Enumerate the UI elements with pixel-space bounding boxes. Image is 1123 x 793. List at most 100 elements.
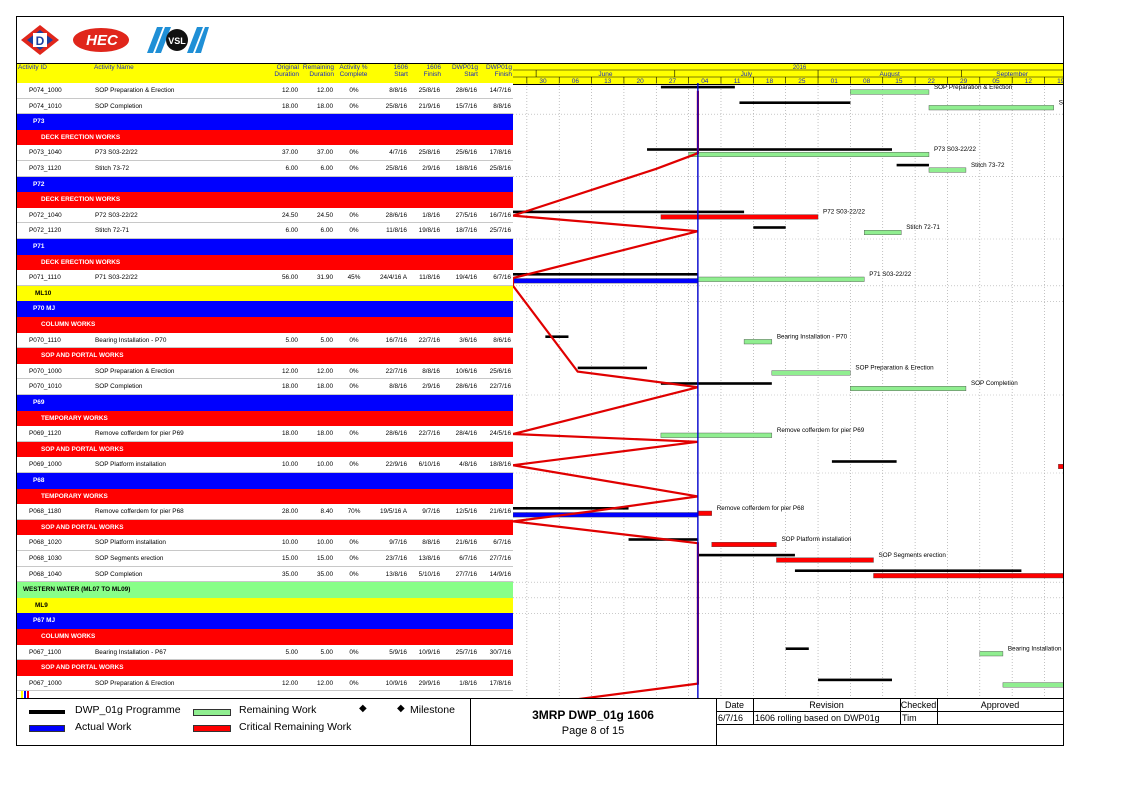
cell-1606-finish: 8/8/16 (422, 539, 440, 547)
section-header-row: DECK ERECTION WORKS (17, 192, 513, 208)
cell-dwp-finish: 14/7/16 (489, 87, 511, 94)
bar-critical (711, 542, 777, 548)
cell-activity-complete: 0% (349, 227, 359, 235)
cell-activity-name: Stitch 72-71 (95, 227, 130, 235)
timeline-week-label: 29 (960, 78, 968, 84)
cell-1606-finish: 25/8/16 (418, 87, 440, 94)
cell-dwp-start: 18/7/16 (455, 227, 477, 235)
cell-dwp-finish: 30/7/16 (489, 648, 511, 656)
col-header-activity-id: Activity ID (18, 64, 47, 71)
table-row: P070_1000 SOP Preparation & Erection 12.00… (17, 363, 513, 380)
section-header-row: P69 (17, 395, 513, 411)
section-header-label: P69 (33, 399, 45, 406)
cell-1606-finish: 11/8/16 (419, 274, 440, 282)
cell-dwp-finish: 14/9/16 (489, 570, 511, 578)
bar-label: P71 S03-22/22 (869, 271, 912, 278)
table-row: P068_1180 Remove cofferdem for pier P68 28… (17, 504, 513, 520)
cell-activity-complete: 0% (349, 165, 359, 172)
timeline-week-label: 05 (992, 78, 1000, 84)
cell-dwp-finish: 6/7/16 (493, 274, 511, 282)
bar-remaining (979, 651, 1004, 657)
bar-baseline (660, 382, 772, 385)
timeline-month-label: August (880, 71, 900, 78)
timeline-month-label: September (996, 71, 1029, 78)
cell-activity-id: P074_1000 (29, 87, 62, 94)
section-header-label: P70 MJ (33, 305, 56, 313)
bar-label: Stitch 73-72 (971, 162, 1005, 169)
cell-1606-finish: 10/9/16 (418, 648, 440, 656)
cell-dwp-start: 28/6/16 (455, 87, 477, 94)
revision-table-line (716, 724, 1063, 725)
legend-critical-label: Critical Remaining Work (239, 721, 352, 733)
hec-logo-icon: HEC (73, 28, 129, 52)
section-header-row: SOP AND PORTAL WORKS (17, 441, 513, 458)
section-header-label: SOP AND PORTAL WORKS (41, 523, 124, 531)
cell-activity-id: P069_1120 (29, 430, 62, 438)
table-row: P071_1110 P71 S03-22/22 56.00 31.90 45% 24/4/… (17, 270, 513, 286)
cell-dwp-finish: 8/8/16 (493, 102, 511, 110)
gantt-chart: SOP Preparation & Erection SOP P73 S03-22/… (513, 83, 1063, 698)
timeline-week-label: 13 (604, 78, 612, 84)
bar-remaining (771, 370, 851, 376)
section-header-row: COLUMN WORKS (17, 317, 513, 333)
revision-header-checked: Checked (900, 700, 937, 710)
cell-remaining-duration: 6.00 (320, 165, 333, 172)
cell-dwp-finish: 6/7/16 (493, 539, 511, 547)
section-header-label: ML9 (35, 601, 48, 609)
vsl-logo-text: VSL (168, 36, 186, 46)
table-row: P070_1110 Bearing Installation - P70 5.00 5… (17, 332, 513, 349)
cell-activity-name: SOP Completion (95, 102, 143, 110)
table-row: P069_1000 SOP Platform installation 10.00 1… (17, 457, 513, 473)
milestone-icon: ◆ (397, 703, 405, 714)
cell-1606-start: 8/8/16 (389, 87, 407, 94)
cell-dwp-start: 19/4/16 (455, 274, 477, 282)
timeline-axis: 2016 June July August September 30 06 13 20 27 04 1… (513, 65, 1063, 84)
bar-remaining (850, 386, 967, 392)
revision-text: 1606 rolling based on DWP01g (755, 713, 880, 723)
cell-dwp-finish: 22/7/16 (489, 383, 511, 391)
cell-activity-id: P068_1040 (29, 570, 62, 578)
col-header-dwp-finish: DWP01g Finish (485, 64, 512, 78)
col-header-activity-complete: Activity % Complete (339, 64, 368, 78)
table-header: Activity ID Activity Name Original Durati… (17, 63, 513, 85)
cell-activity-name: P71 S03-22/22 (95, 274, 138, 282)
section-header-label: SOP AND PORTAL WORKS (41, 664, 124, 672)
table-row: P073_1040 P73 S03-22/22 37.00 37.00 0% 4/7/16… (17, 145, 513, 161)
cell-activity-name: SOP Segments erection (95, 555, 164, 562)
cell-original-duration: 56.00 (282, 274, 298, 282)
progress-line (513, 90, 699, 698)
bar-remaining (864, 229, 902, 235)
section-header-label: SOP AND PORTAL WORKS (41, 445, 124, 453)
legend-baseline-label: DWP_01g Programme (75, 704, 181, 716)
cell-dwp-finish: 25/7/16 (489, 227, 511, 235)
bar-baseline (785, 647, 809, 650)
legend-swatch-remaining (193, 709, 231, 716)
timeline-month-label: July (741, 71, 753, 78)
cell-original-duration: 35.00 (282, 570, 298, 578)
cell-original-duration: 28.00 (282, 508, 298, 516)
bar-label: Stitch 72-71 (906, 224, 940, 231)
legend-actual-label: Actual Work (75, 721, 132, 733)
timeline-week-label: 30 (539, 78, 547, 84)
bar-baseline (697, 553, 795, 557)
section-header-label: COLUMN WORKS (41, 321, 96, 328)
cell-1606-start: 10/9/16 (385, 679, 407, 687)
section-header-row: ML10 (17, 285, 513, 302)
cell-dwp-start: 18/8/16 (455, 165, 477, 172)
cell-dwp-start: 10/6/16 (455, 367, 477, 375)
bar-remaining (688, 151, 930, 157)
bar-label: SOP Preparation & Erection (855, 365, 934, 372)
cell-activity-complete: 45% (347, 274, 361, 282)
cell-1606-start: 28/6/16 (385, 430, 407, 438)
cell-activity-complete: 0% (349, 555, 359, 562)
bar-baseline (513, 507, 629, 510)
cell-1606-start: 13/8/16 (385, 570, 407, 578)
revision-table-line (753, 699, 754, 724)
bar-remaining (928, 167, 967, 173)
cell-dwp-finish: 24/5/16 (489, 430, 511, 438)
cell-remaining-duration: 12.00 (317, 87, 333, 94)
bar-label: P73 S03-22/22 (934, 146, 977, 153)
revision-header-approved: Approved (980, 700, 1020, 710)
bar-remaining (850, 89, 930, 95)
cell-activity-name: Remove cofferdem for pier P68 (95, 508, 184, 516)
